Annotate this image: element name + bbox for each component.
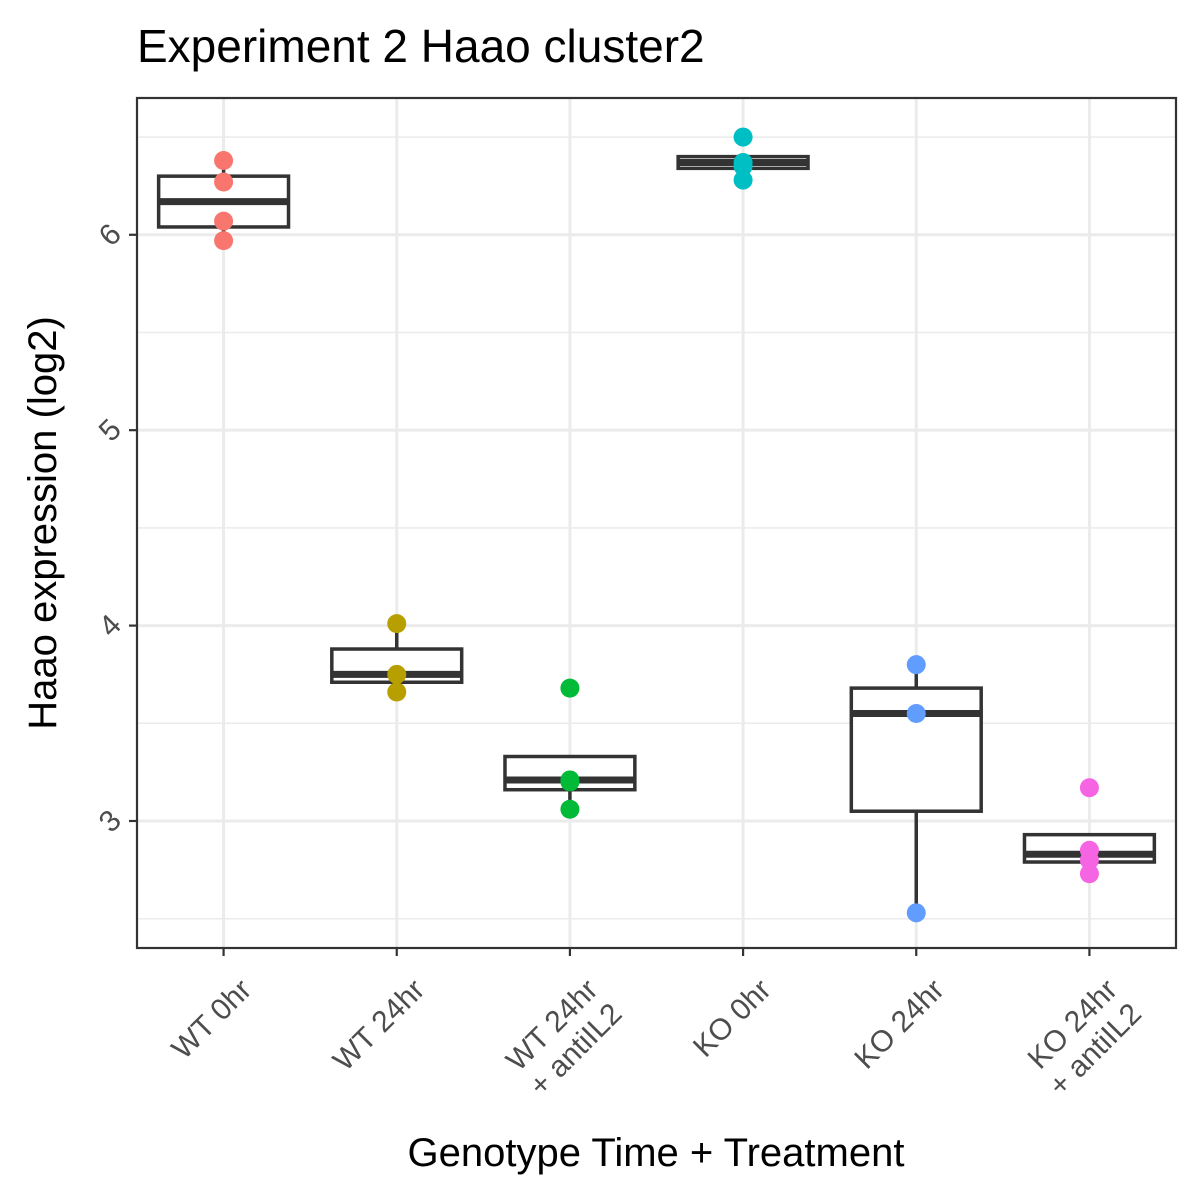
data-point — [906, 704, 926, 724]
data-point — [1079, 864, 1099, 884]
box-group — [503, 678, 637, 819]
data-point — [733, 156, 753, 176]
y-axis-title: Haao expression (log2) — [21, 316, 65, 730]
data-point — [906, 655, 926, 675]
chart-title: Experiment 2 Haao cluster2 — [137, 20, 705, 72]
box-group — [676, 127, 810, 190]
data-point — [387, 682, 407, 702]
data-point — [1079, 850, 1099, 870]
box-group — [1022, 778, 1157, 884]
box-group — [849, 655, 983, 923]
data-point — [1079, 778, 1099, 798]
data-point — [214, 211, 234, 231]
data-point — [214, 151, 234, 171]
data-point — [387, 614, 407, 634]
data-point — [560, 678, 580, 698]
data-point — [214, 172, 234, 192]
data-point — [560, 799, 580, 819]
plot-panel — [135, 96, 1178, 950]
box-group — [156, 151, 291, 251]
data-point — [214, 231, 234, 251]
data-point — [733, 170, 753, 190]
box-group — [330, 614, 464, 702]
panel-background — [137, 98, 1176, 948]
data-point — [733, 127, 753, 147]
data-point — [906, 903, 926, 923]
panel-border — [135, 96, 1178, 950]
data-point — [387, 664, 407, 684]
data-point — [560, 772, 580, 792]
x-axis-title: Genotype Time + Treatment — [408, 1131, 905, 1175]
